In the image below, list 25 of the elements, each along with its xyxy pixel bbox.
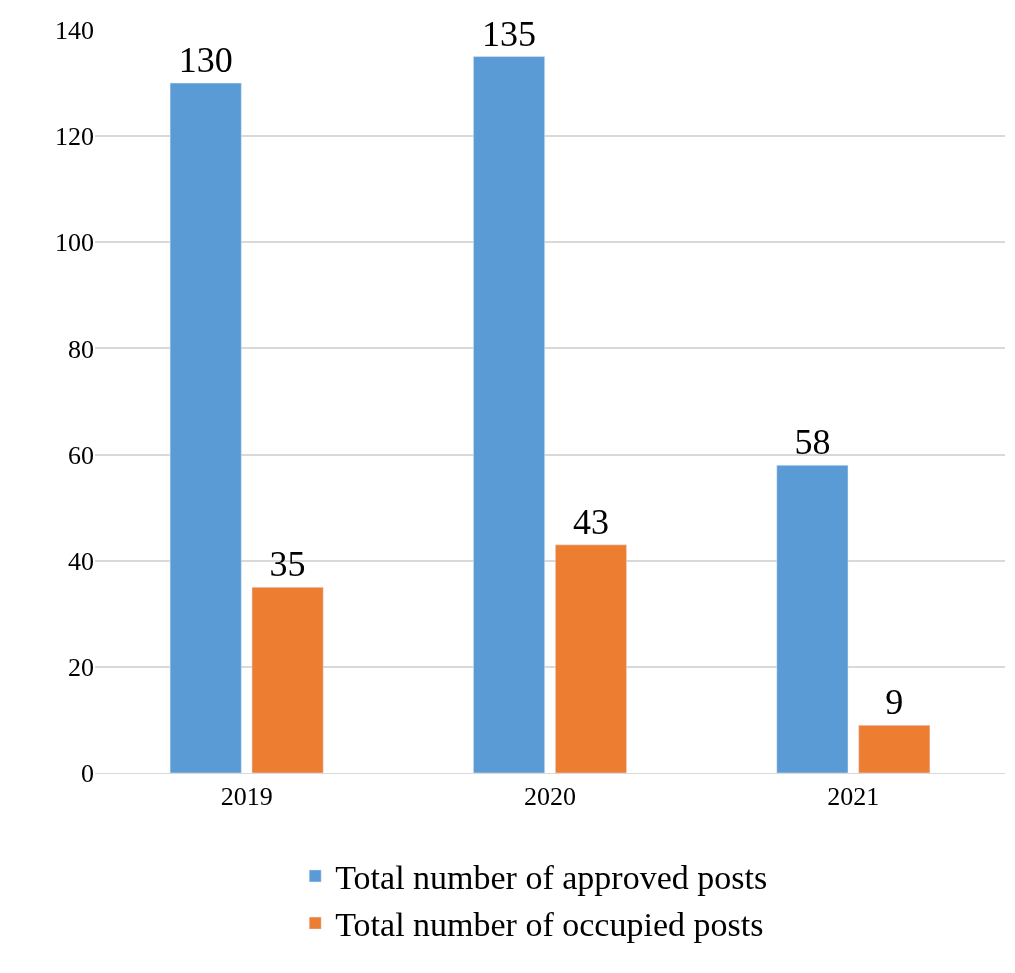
data-label: 130 bbox=[178, 40, 233, 81]
data-label: 43 bbox=[572, 501, 609, 542]
x-tick-label: 2021 bbox=[827, 782, 880, 812]
bar bbox=[776, 464, 849, 773]
y-tick-label: 80 bbox=[68, 334, 94, 364]
legend-label: Total number of occupied posts bbox=[335, 906, 764, 944]
data-label: 9 bbox=[885, 682, 904, 723]
bar bbox=[858, 724, 931, 773]
data-label: 58 bbox=[794, 422, 831, 463]
y-tick-label: 20 bbox=[68, 652, 94, 682]
y-tick-label: 140 bbox=[55, 16, 94, 46]
bar bbox=[555, 544, 627, 773]
x-tick-label: 2020 bbox=[524, 782, 576, 812]
y-tick-label: 100 bbox=[55, 228, 94, 258]
y-tick-label: 0 bbox=[81, 759, 94, 789]
y-tick-label: 60 bbox=[68, 440, 94, 470]
data-label: 135 bbox=[482, 13, 537, 54]
y-tick-label: 120 bbox=[55, 122, 94, 152]
data-label: 35 bbox=[269, 544, 306, 585]
bar bbox=[169, 82, 242, 773]
bar bbox=[251, 587, 324, 773]
bar bbox=[473, 56, 545, 773]
x-tick-label: 2019 bbox=[220, 782, 273, 812]
y-tick-label: 40 bbox=[68, 546, 94, 576]
legend-label: Total number of approved posts bbox=[335, 859, 768, 897]
